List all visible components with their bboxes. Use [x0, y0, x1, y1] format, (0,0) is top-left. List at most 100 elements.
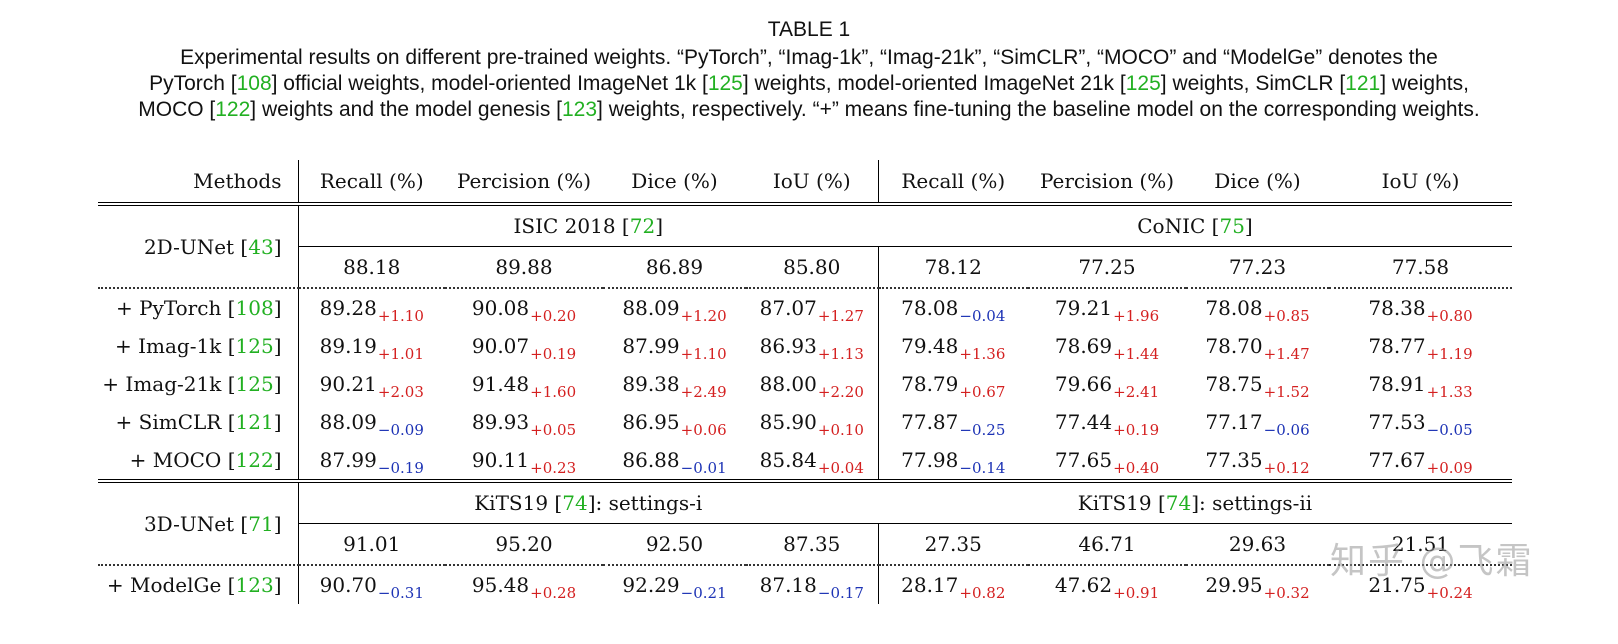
cell-value: 85.90 — [759, 410, 817, 434]
method-name: + Imag-21k [125] — [98, 365, 299, 403]
citation-link[interactable]: 71 — [248, 511, 274, 536]
cell-delta: +1.20 — [680, 307, 727, 325]
citation-link[interactable]: 125 — [707, 72, 743, 95]
cell-value: 89.38 — [622, 372, 680, 396]
cell: 78.38+0.80 — [1329, 287, 1512, 327]
cell-value: 87.99 — [622, 334, 680, 358]
cell-value: 77.35 — [1205, 448, 1263, 472]
cell-value: 87.18 — [759, 573, 817, 597]
cell: 88.18 — [343, 255, 401, 279]
cell-value: 90.08 — [471, 296, 530, 320]
cell-delta: +0.19 — [530, 345, 577, 363]
cell-delta: −0.04 — [959, 307, 1006, 325]
citation-link[interactable]: 122 — [235, 448, 274, 472]
citation-link[interactable]: 125 — [235, 334, 274, 358]
cell: 77.67+0.09 — [1329, 441, 1512, 483]
citation-link[interactable]: 123 — [235, 573, 274, 597]
cell-value: 86.93 — [759, 334, 817, 358]
cell-value: 95.48 — [471, 573, 530, 597]
citation-link[interactable]: 74 — [1165, 491, 1192, 515]
dataset-row: 3D-UNet [71] KiTS19 [74]: settings-i KiT… — [98, 481, 1512, 565]
cell-delta: +0.12 — [1263, 459, 1310, 477]
citation-link[interactable]: 43 — [248, 234, 274, 259]
result-row: + MOCO [122] 87.99−0.19 90.11+0.23 86.88−0.… — [98, 441, 1512, 483]
cell-delta: −0.21 — [680, 584, 727, 602]
cell-delta: +0.28 — [530, 584, 577, 602]
cell-value: 86.88 — [622, 448, 680, 472]
citation-link[interactable]: 108 — [235, 296, 274, 320]
cell: 79.21+1.96 — [1028, 287, 1186, 327]
result-row: + SimCLR [121] 88.09−0.09 89.93+0.05 86.95+… — [98, 403, 1512, 441]
cell-value: 77.98 — [901, 448, 959, 472]
cell: 79.66+2.41 — [1028, 365, 1186, 403]
cell: 78.70+1.47 — [1186, 327, 1329, 365]
cell: 85.90+0.10 — [746, 403, 879, 441]
cell-value: 86.95 — [622, 410, 680, 434]
cell: 87.99−0.19 — [298, 441, 445, 483]
cell-delta: −0.05 — [1426, 421, 1473, 439]
cell: 95.48+0.28 — [445, 564, 603, 604]
cell-value: 77.53 — [1368, 410, 1426, 434]
citation-link[interactable]: 125 — [1125, 72, 1161, 95]
cell-value: 87.99 — [319, 448, 377, 472]
cell-delta: +0.24 — [1426, 584, 1473, 602]
cell: 89.93+0.05 — [445, 403, 603, 441]
cell: 90.08+0.20 — [445, 287, 603, 327]
citation-link[interactable]: 125 — [235, 372, 274, 396]
watermark: 知乎 @飞霜 — [1330, 541, 1534, 582]
cell: 89.28+1.10 — [298, 287, 445, 327]
cell: 77.65+0.40 — [1028, 441, 1186, 483]
citation-link[interactable]: 121 — [1345, 72, 1381, 95]
cell-value: 78.75 — [1205, 372, 1263, 396]
cell: 29.95+0.32 — [1186, 564, 1329, 604]
cell: 28.17+0.82 — [878, 564, 1028, 604]
cell-value: 91.48 — [471, 372, 530, 396]
cell-value: 87.07 — [759, 296, 817, 320]
cell-delta: −0.25 — [959, 421, 1006, 439]
cell: 77.53−0.05 — [1329, 403, 1512, 441]
citation-link[interactable]: 123 — [562, 98, 598, 121]
cell: 78.91+1.33 — [1329, 365, 1512, 403]
citation-link[interactable]: 75 — [1219, 214, 1245, 238]
caption-line-2: PyTorch [108] official weights, model-or… — [149, 72, 1469, 95]
cell-delta: −0.31 — [377, 584, 424, 602]
cell-value: 79.21 — [1054, 296, 1113, 320]
cell: 92.29−0.21 — [603, 564, 746, 604]
cell-value: 85.84 — [759, 448, 817, 472]
cell-value: 88.09 — [319, 410, 377, 434]
cell: 88.09+1.20 — [603, 287, 746, 327]
cell-value: 90.11 — [471, 448, 530, 472]
cell: 91.01 — [343, 532, 401, 556]
cell-delta: +0.10 — [817, 421, 864, 439]
header-col: Dice (%) — [603, 160, 746, 206]
dataset-name: KiTS19 [74]: settings-i — [298, 481, 878, 524]
cell-delta: +0.82 — [959, 584, 1006, 602]
baseline-row: 91.01 95.20 92.50 87.35 27.35 46.71 29.6… — [98, 523, 1512, 565]
method-name: + Imag-1k [125] — [98, 327, 299, 365]
citation-link[interactable]: 108 — [236, 72, 272, 95]
citation-link[interactable]: 74 — [562, 491, 588, 515]
cell-delta: +1.96 — [1113, 307, 1160, 325]
cell: 85.80 — [746, 246, 879, 288]
cell: 78.12 — [924, 255, 982, 279]
cell: 88.00+2.20 — [746, 365, 879, 403]
cell: 90.70−0.31 — [298, 564, 445, 604]
cell: 46.71 — [1078, 532, 1136, 556]
cell-value: 90.70 — [319, 573, 377, 597]
cell: 78.79+0.67 — [878, 365, 1028, 403]
method-name: + ModelGe [123] — [98, 564, 299, 604]
citation-link[interactable]: 121 — [235, 410, 274, 434]
cell-value: 29.95 — [1205, 573, 1263, 597]
cell-value: 77.44 — [1054, 410, 1113, 434]
cell-delta: +1.01 — [377, 345, 424, 363]
cell-delta: −0.19 — [377, 459, 424, 477]
header-row: Methods Recall (%) Percision (%) Dice (%… — [98, 160, 1512, 206]
cell-delta: +0.19 — [1113, 421, 1160, 439]
cell: 87.35 — [746, 523, 879, 565]
cell: 86.88−0.01 — [603, 441, 746, 483]
cell-delta: +0.80 — [1426, 307, 1473, 325]
cell-delta: +0.67 — [959, 383, 1006, 401]
citation-link[interactable]: 122 — [215, 98, 251, 121]
citation-link[interactable]: 72 — [629, 214, 656, 238]
cell-delta: −0.06 — [1263, 421, 1310, 439]
